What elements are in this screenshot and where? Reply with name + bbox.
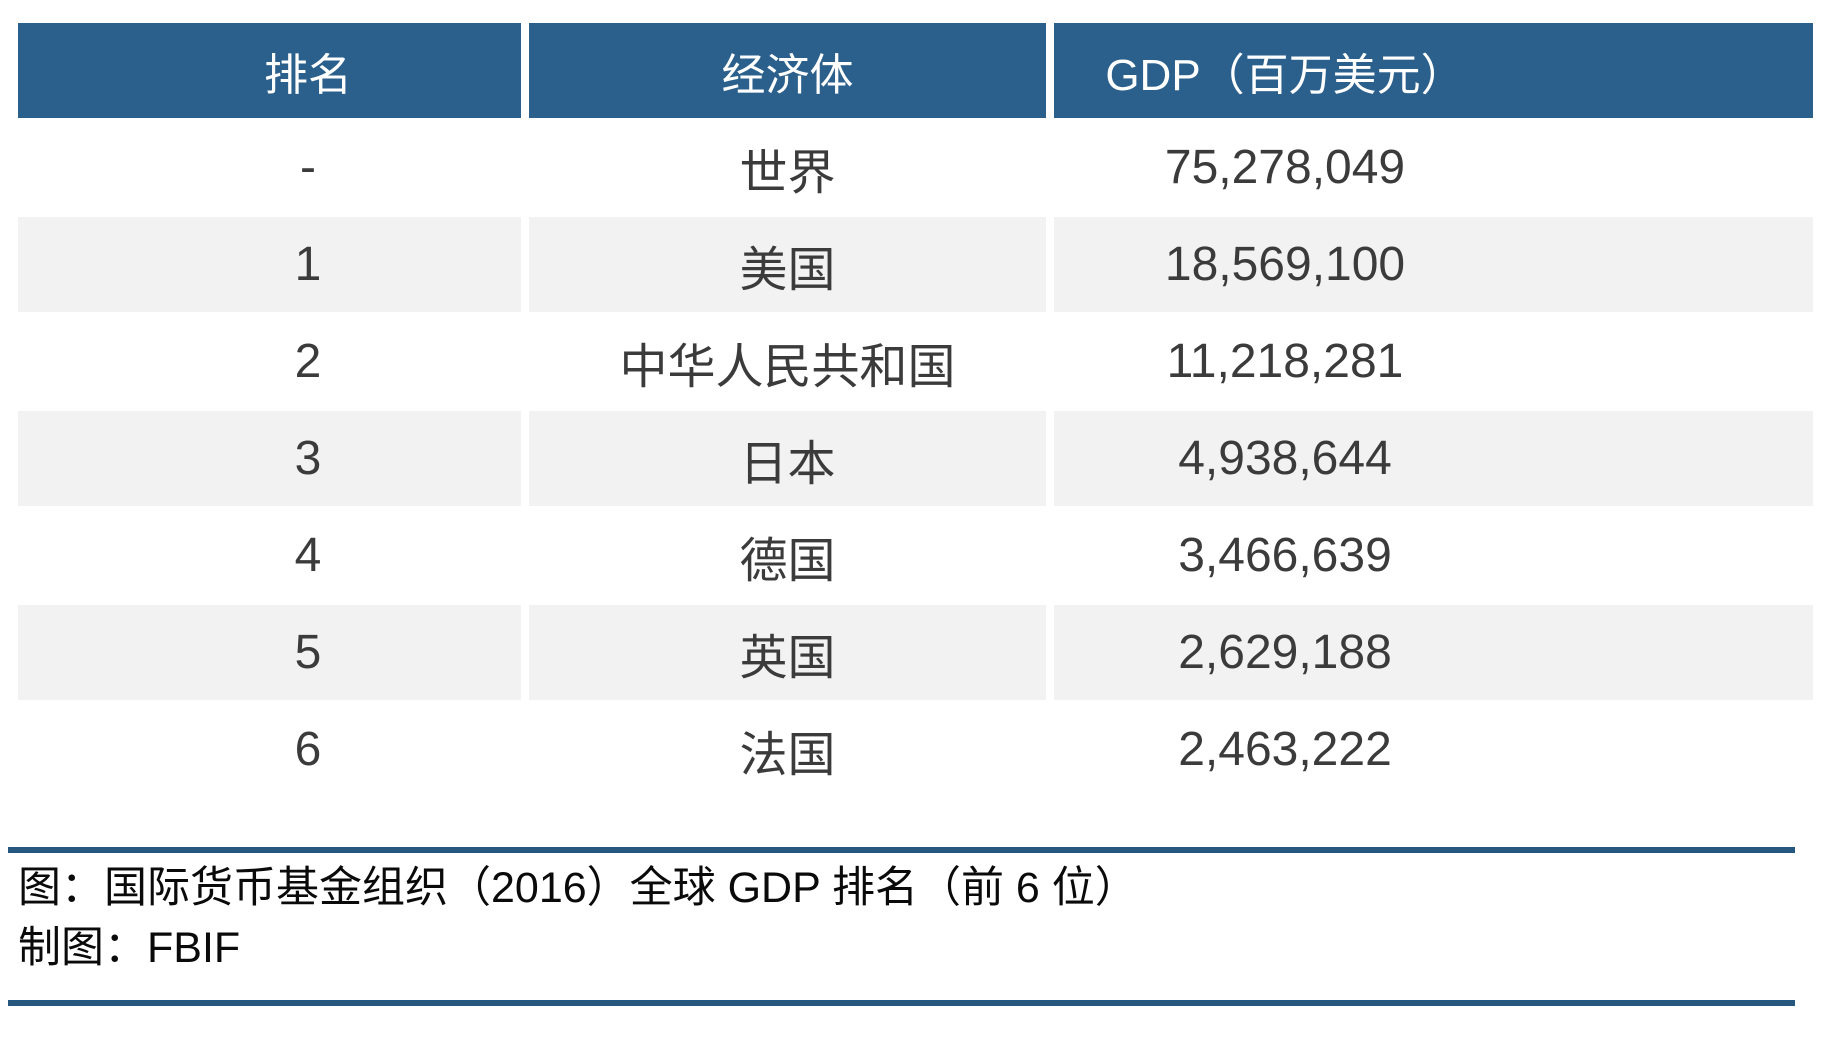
table-row: 6 法国 2,463,222 <box>18 702 1813 797</box>
gdp-table: 排名 经济体 GDP（百万美元） - 世界 75,278,049 1 美国 18… <box>18 23 1813 799</box>
cell-gdp: 4,938,644 <box>1054 411 1813 506</box>
cell-gdp: 2,463,222 <box>1178 723 1392 776</box>
cell-rank: - <box>300 141 316 194</box>
column-header-rank: 排名 <box>18 23 521 118</box>
figure-caption: 图：国际货币基金组织（2016）全球 GDP 排名（前 6 位） <box>18 864 1138 912</box>
table-row: - 世界 75,278,049 <box>18 120 1813 215</box>
table-header-row: 排名 经济体 GDP（百万美元） <box>18 23 1813 118</box>
column-header-gdp: GDP（百万美元） <box>1054 23 1813 118</box>
cell-rank: 5 <box>18 605 521 700</box>
cell-gdp: 3,466,639 <box>1178 529 1392 582</box>
column-header-economy: 经济体 <box>529 23 1046 118</box>
table-row: 1 美国 18,569,100 <box>18 217 1813 312</box>
cell-economy: 法国 <box>739 728 836 782</box>
caption-top-rule <box>8 847 1795 853</box>
cell-rank: 3 <box>18 411 521 506</box>
cell-rank: 4 <box>294 529 322 582</box>
cell-gdp: 2,629,188 <box>1054 605 1813 700</box>
table-row: 5 英国 2,629,188 <box>18 605 1813 700</box>
cell-gdp: 11,218,281 <box>1166 335 1404 388</box>
figure-credit: 制图：FBIF <box>18 924 241 972</box>
table-row: 3 日本 4,938,644 <box>18 411 1813 506</box>
cell-economy: 英国 <box>529 605 1046 700</box>
cell-rank: 2 <box>294 335 322 388</box>
cell-rank: 6 <box>294 723 322 776</box>
table-row: 2 中华人民共和国 11,218,281 <box>18 314 1813 409</box>
cell-economy: 世界 <box>739 146 836 200</box>
cell-economy: 美国 <box>529 217 1046 312</box>
cell-gdp: 75,278,049 <box>1164 141 1406 194</box>
cell-economy: 中华人民共和国 <box>619 340 956 394</box>
cell-economy: 日本 <box>529 411 1046 506</box>
cell-gdp: 18,569,100 <box>1054 217 1813 312</box>
cell-rank: 1 <box>18 217 521 312</box>
bottom-rule <box>8 1000 1795 1006</box>
table-row: 4 德国 3,466,639 <box>18 508 1813 603</box>
cell-economy: 德国 <box>739 534 836 588</box>
